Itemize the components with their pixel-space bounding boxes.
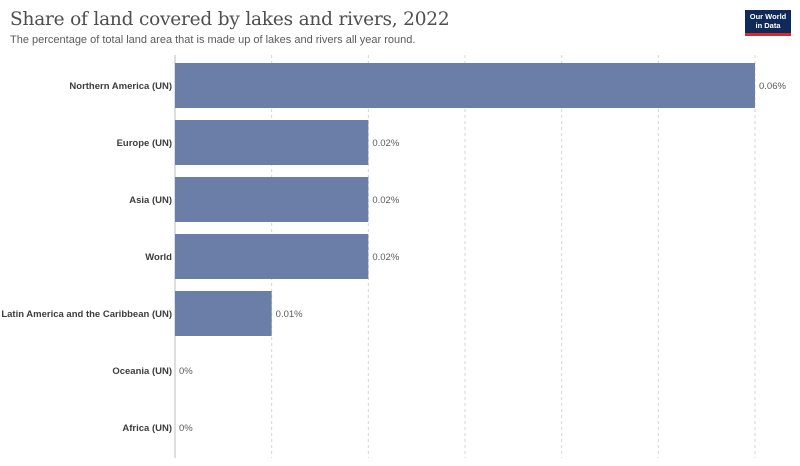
category-label: Europe (UN)	[117, 138, 172, 149]
category-label: Africa (UN)	[122, 423, 172, 434]
category-label: Latin America and the Caribbean (UN)	[1, 309, 172, 320]
bar-row[interactable]: Asia (UN) 0.02%	[129, 177, 400, 222]
chart-title: Share of land covered by lakes and river…	[10, 9, 450, 30]
category-label: World	[145, 252, 172, 263]
bar[interactable]	[175, 291, 272, 336]
bar-row[interactable]: Oceania (UN) 0%	[112, 366, 193, 377]
value-label: 0.01%	[276, 309, 303, 320]
category-label: Oceania (UN)	[112, 366, 172, 377]
bar-row[interactable]: Northern America (UN) 0.06%	[69, 63, 786, 108]
bar-row[interactable]: Europe (UN) 0.02%	[117, 120, 400, 165]
bar[interactable]	[175, 120, 369, 165]
bar[interactable]	[175, 177, 369, 222]
owid-logo[interactable]: Our World in Data	[745, 10, 791, 36]
value-label: 0.02%	[372, 138, 399, 149]
logo-line-2: in Data	[755, 20, 781, 30]
bars: Northern America (UN) 0.06% Europe (UN) 0.0…	[1, 63, 786, 434]
logo-line-1: Our World	[749, 12, 787, 21]
value-label: 0.02%	[372, 195, 399, 206]
bar-row[interactable]: World 0.02%	[145, 234, 400, 279]
bar[interactable]	[175, 63, 755, 108]
value-label: 0%	[179, 423, 193, 434]
category-label: Asia (UN)	[129, 195, 172, 206]
value-label: 0.06%	[759, 81, 786, 92]
bar-row[interactable]: Latin America and the Caribbean (UN) 0.01…	[1, 291, 303, 336]
bar-row[interactable]: Africa (UN) 0%	[122, 423, 193, 434]
category-label: Northern America (UN)	[69, 81, 172, 92]
bar[interactable]	[175, 234, 369, 279]
chart-subtitle: The percentage of total land area that i…	[10, 34, 416, 46]
value-label: 0%	[179, 366, 193, 377]
value-label: 0.02%	[372, 252, 399, 263]
